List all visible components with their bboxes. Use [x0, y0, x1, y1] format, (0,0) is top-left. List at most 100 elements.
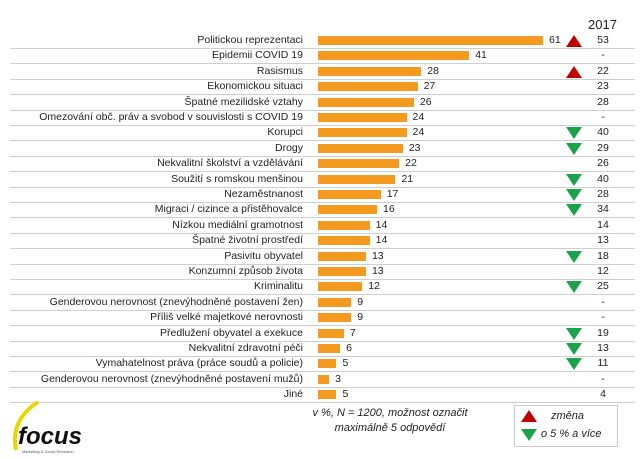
value-2017: 29: [597, 141, 609, 154]
value-2017: 13: [597, 234, 609, 247]
value-label: 5: [342, 388, 349, 401]
bar: [318, 113, 407, 122]
bar: [318, 359, 337, 369]
bar: [318, 51, 470, 61]
bar-row: Genderovou nerovnost (znevýhodněné posta…: [10, 372, 635, 388]
bar: [318, 82, 418, 92]
category-label: Epidemii COVID 19: [211, 49, 303, 62]
bar: [318, 220, 370, 230]
svg-text:focus: focus: [18, 423, 82, 450]
category-label: Jiné: [283, 388, 303, 401]
category-label: Soužití s romskou menšinou: [171, 172, 303, 185]
value-2017: 11: [597, 357, 609, 370]
category-label: Pasivitu obyvatel: [224, 249, 303, 262]
value-label: 13: [371, 265, 384, 277]
value-label: 23: [408, 141, 421, 154]
value-2017: 14: [597, 218, 609, 231]
value-2017: 34: [597, 203, 609, 216]
bar-row: Politickou reprezentaci 61 53: [10, 33, 635, 49]
bar: [318, 128, 407, 138]
bar: [318, 297, 352, 307]
bar-row: Konzumní způsob života 13 12: [10, 264, 635, 280]
bar-row: Příliš velké majetkové nerovnosti 9 -: [10, 310, 635, 327]
bar: [318, 190, 381, 199]
bar-row: Rasismus 28 22: [10, 64, 635, 80]
category-label: Špatné mezilidské vztahy: [184, 95, 303, 108]
bar-row: Omezování obč. práv a svobod v souvislos…: [10, 110, 635, 126]
value-label: 22: [405, 157, 417, 170]
bar-row: Soužití s romskou menšinou 21 40: [10, 172, 635, 188]
down-triangle-icon: [566, 204, 582, 217]
value-2017: 23: [597, 80, 609, 93]
down-triangle-icon: [566, 142, 582, 155]
value-label: 5: [342, 357, 349, 370]
category-label: Korupci: [267, 126, 303, 139]
bar-row: Genderovou nerovnost (znevýhodněné posta…: [10, 295, 635, 311]
bar-row: Jiné 5 4: [10, 387, 635, 404]
bar-row: Nezaměstnanost 17 28: [10, 187, 635, 203]
bar-row: Špatné mezilidské vztahy 26 28: [10, 95, 635, 111]
value-2017: -: [601, 311, 605, 324]
value-label: 14: [375, 234, 388, 247]
value-label: 6: [346, 342, 352, 354]
bar-row: Ekonomickou situaci 27 23: [10, 79, 635, 96]
category-label: Migraci / cizince a přistěhovalce: [154, 203, 303, 216]
up-triangle-icon: [566, 35, 582, 47]
up-triangle-icon: [521, 410, 537, 422]
down-triangle-icon: [566, 189, 582, 201]
value-2017: -: [601, 295, 605, 308]
bar-row: Vymahatelnost práva (práce soudů a polic…: [10, 356, 635, 373]
bar: [318, 390, 337, 400]
bar-row: Nekvalitní zdravotní péči 6 13: [10, 341, 635, 357]
category-label: Politickou reprezentaci: [197, 34, 303, 46]
value-2017: 4: [600, 388, 606, 401]
bar: [318, 267, 366, 276]
bar: [318, 251, 366, 261]
category-label: Genderovou nerovnost (znevýhodněné posta…: [40, 372, 303, 385]
bar-row: Kriminalitu 12 25: [10, 279, 635, 296]
category-label: Příliš velké majetkové nerovnosti: [150, 311, 303, 324]
note-line-1: v %, N = 1200, možnost označit: [312, 407, 468, 419]
down-triangle-icon: [521, 429, 537, 441]
bar: [318, 174, 396, 184]
down-triangle-icon: [566, 327, 582, 340]
category-label: Nekvalitní zdravotní péči: [188, 342, 303, 354]
value-2017: 40: [597, 172, 609, 185]
category-label: Vymahatelnost práva (práce soudů a polic…: [95, 357, 303, 370]
legend-line-2: o 5 % a více: [541, 428, 602, 440]
bar-row: Špatné životní prostředí 14 13: [10, 233, 635, 250]
category-label: Nízkou mediální gramotnost: [172, 218, 303, 231]
category-label: Špatné životní prostředí: [192, 234, 303, 247]
value-2017: 53: [597, 34, 609, 46]
legend: změna o 5 % a více: [514, 405, 618, 447]
value-2017: -: [601, 49, 605, 62]
category-label: Genderovou nerovnost (znevýhodněné posta…: [49, 295, 303, 308]
value-label: 13: [371, 249, 384, 262]
category-label: Drogy: [274, 141, 303, 154]
category-label: Předlužení obyvatel a exekuce: [159, 326, 303, 339]
down-triangle-icon: [566, 127, 582, 140]
value-label: 24: [412, 111, 425, 123]
value-label: 9: [357, 295, 364, 308]
value-label: 9: [357, 311, 364, 324]
value-label: 14: [375, 218, 388, 231]
category-label: Konzumní způsob života: [188, 265, 303, 277]
value-2017: 18: [597, 249, 609, 262]
value-2017: 25: [597, 280, 609, 293]
category-label: Kriminalitu: [253, 280, 303, 293]
down-triangle-icon: [566, 343, 582, 355]
category-label: Rasismus: [256, 64, 303, 77]
down-triangle-icon: [566, 250, 582, 263]
value-label: 27: [423, 80, 436, 93]
value-label: 41: [475, 49, 487, 62]
value-2017: 22: [597, 64, 609, 77]
value-2017: 13: [597, 342, 609, 354]
value-label: 16: [383, 203, 395, 216]
bar: [318, 143, 403, 153]
value-2017: 12: [597, 265, 609, 277]
bar: [318, 97, 414, 107]
bar-row: Nízkou mediální gramotnost 14 14: [10, 218, 635, 234]
up-triangle-icon: [566, 65, 582, 78]
note-line-2: maximálně 5 odpovědí: [334, 422, 446, 434]
